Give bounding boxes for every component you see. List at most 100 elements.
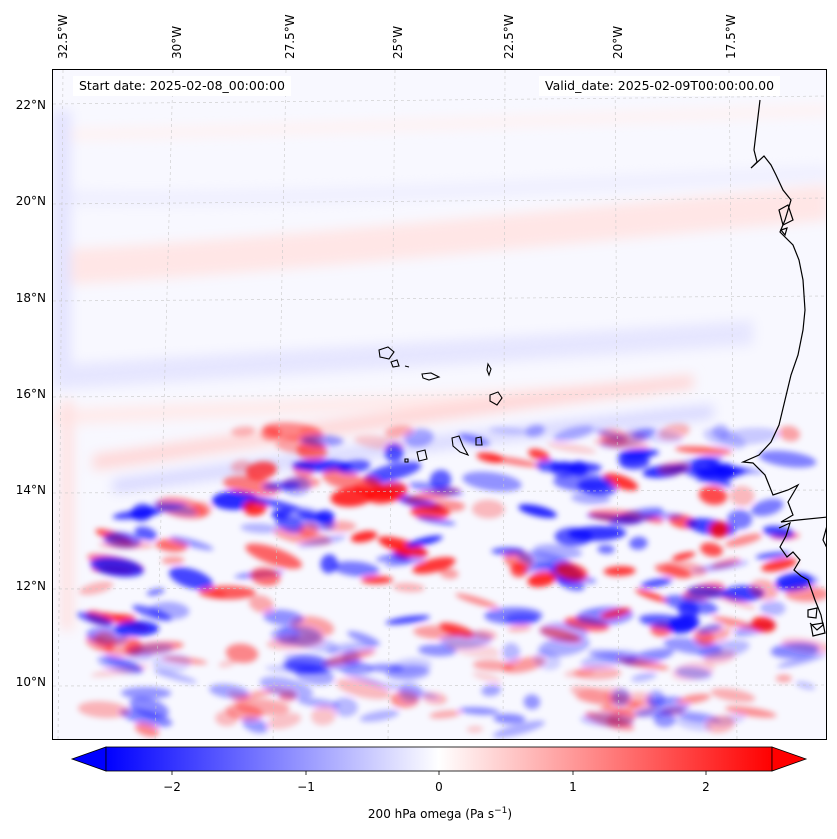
omega-blob <box>242 716 269 734</box>
omega-blob <box>726 509 753 530</box>
omega-blob <box>350 530 378 543</box>
omega-blob <box>267 712 302 729</box>
omega-blob <box>225 643 259 663</box>
omega-blob <box>518 504 557 518</box>
omega-blob <box>416 515 456 526</box>
omega-blob <box>361 575 394 585</box>
omega-blob <box>322 468 362 489</box>
graticule <box>53 70 826 739</box>
omega-blob <box>152 653 191 674</box>
omega-blob <box>476 452 504 464</box>
omega-blob <box>473 629 497 640</box>
omega-blob <box>209 683 250 699</box>
omega-blob <box>90 556 144 578</box>
colorbar-gradient <box>105 746 773 772</box>
omega-blob <box>609 507 664 527</box>
omega-blob <box>696 467 752 483</box>
omega-blob <box>603 566 636 577</box>
omega-blob <box>153 669 198 684</box>
omega-blob <box>570 685 615 706</box>
omega-blob <box>284 655 329 674</box>
omega-blob <box>709 521 729 539</box>
omega-blob <box>332 697 358 717</box>
omega-blob <box>588 649 638 663</box>
omega-blob <box>298 535 347 548</box>
omega-blob <box>418 644 457 657</box>
omega-blob <box>103 656 144 672</box>
lon-label-30W: 30°W <box>170 25 184 59</box>
omega-blob <box>462 471 522 492</box>
colorbar-tick-0: 0 <box>435 780 443 794</box>
lon-label-22.5W: 22.5°W <box>502 14 516 59</box>
omega-blob <box>367 482 408 504</box>
omega-blob <box>246 496 300 511</box>
colorbar-label-text: 200 hPa omega (Pa s <box>367 807 495 821</box>
omega-blob <box>532 544 583 559</box>
omega-blob <box>298 523 319 537</box>
omega-blob <box>674 446 733 455</box>
omega-blob <box>408 481 463 497</box>
colorbar-tick-marks <box>171 771 707 775</box>
omega-blob <box>770 642 820 659</box>
omega-blob <box>466 725 484 733</box>
start-date-box: Start date: 2025-02-08_00:00:00 <box>73 76 291 96</box>
omega-blob <box>129 643 174 657</box>
colorbar-label-close: ) <box>507 807 513 821</box>
omega-blob <box>266 634 324 650</box>
omega-blob <box>493 713 526 724</box>
omega-blob <box>114 620 160 637</box>
colorbar-label: 200 hPa omega (Pa s−1) <box>0 806 837 821</box>
lat-label-16N: 16°N <box>15 387 46 401</box>
omega-blob <box>672 552 696 561</box>
omega-blob <box>271 508 291 518</box>
omega-blob <box>705 715 735 733</box>
omega-blob <box>533 650 561 670</box>
omega-blob <box>360 476 382 489</box>
lat-label-10N: 10°N <box>15 675 46 689</box>
omega-blob <box>134 722 159 737</box>
omega-blob <box>261 426 281 441</box>
omega-blob <box>472 660 514 672</box>
lon-label-17.5W: 17.5°W <box>724 14 738 59</box>
omega-blob <box>795 681 816 690</box>
map-panel <box>52 69 827 740</box>
omega-blob <box>392 582 425 593</box>
omega-blob <box>710 688 756 703</box>
omega-blob <box>611 688 630 707</box>
omega-blob <box>760 600 786 616</box>
smooth-bands <box>53 105 826 630</box>
omega-blob <box>384 443 404 463</box>
omega-blob <box>778 425 801 442</box>
omega-blob <box>161 556 185 565</box>
omega-blob <box>725 706 777 718</box>
lat-label-22N: 22°N <box>15 98 46 112</box>
omega-blob <box>697 624 722 635</box>
omega-blob <box>711 616 761 630</box>
omega-blob <box>492 720 545 738</box>
omega-blob <box>698 629 730 645</box>
colorbar-right-triangle <box>771 746 808 772</box>
omega-blob <box>729 485 755 507</box>
omega-blob <box>320 554 338 574</box>
lon-label-20W: 20°W <box>611 25 625 59</box>
omega-blob <box>218 659 237 668</box>
colorbar-tick-1: 1 <box>569 780 577 794</box>
omega-blob <box>111 614 136 622</box>
omega-blob <box>458 707 500 715</box>
omega-blob <box>76 612 115 627</box>
omega-blob <box>445 639 500 659</box>
valid-date-box: Valid_date: 2025-02-09T00:00:00.00 <box>539 76 781 96</box>
omega-blob <box>311 705 336 726</box>
omega-blob <box>359 709 400 722</box>
omega-blob <box>481 684 502 697</box>
omega-blob <box>337 460 371 474</box>
omega-blob <box>322 649 376 666</box>
omega-blob <box>198 585 256 600</box>
omega-blob <box>410 504 450 520</box>
omega-blob <box>528 448 550 461</box>
omega-blob <box>603 473 639 491</box>
omega-blob <box>245 461 277 480</box>
omega-blob <box>336 678 391 700</box>
colorbar-left-triangle <box>70 746 107 772</box>
omega-blob <box>653 711 676 728</box>
